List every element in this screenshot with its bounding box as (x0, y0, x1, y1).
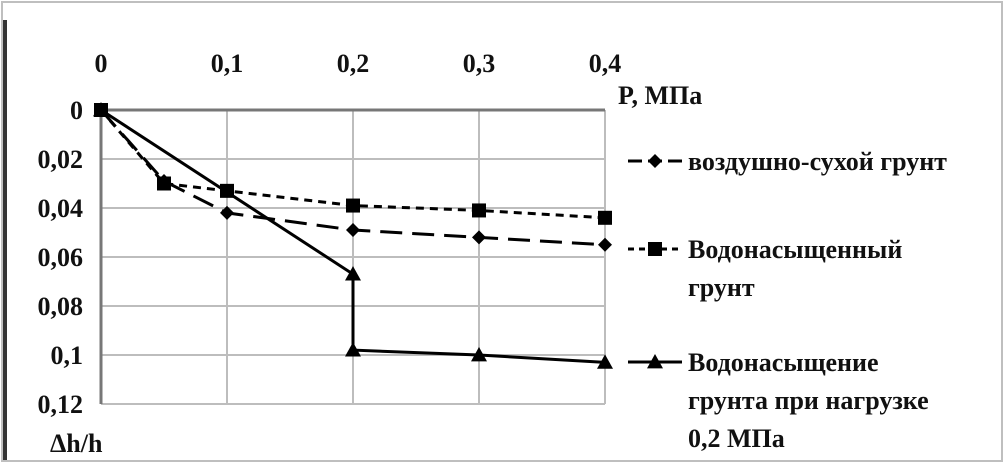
y-tick-label: 0,12 (38, 390, 84, 419)
y-tick-label: 0,04 (38, 194, 84, 223)
series-line (99, 109, 606, 220)
x-tick-label: 0 (95, 49, 108, 78)
series (93, 102, 613, 369)
legend-label: грунт (688, 273, 755, 302)
x-tick-labels: 0 0,1 0,2 0,3 0,4 (95, 49, 622, 78)
y-tick-label: 0,06 (38, 243, 84, 272)
data-point (471, 347, 487, 362)
legend-marker (648, 154, 662, 168)
data-point (598, 210, 612, 225)
x-tick-label: 0,1 (211, 49, 244, 78)
legend-item: воздушно-сухой грунт (628, 147, 947, 176)
legend-item: Водонасыщенный грунт (628, 235, 902, 302)
legend-label: грунта при нагрузке (688, 386, 929, 415)
data-point (220, 205, 234, 220)
data-point (472, 230, 486, 245)
y-tick-label: 0 (70, 96, 83, 125)
data-point (346, 198, 360, 213)
data-point (157, 176, 171, 191)
y-tick-label: 0,1 (51, 341, 84, 370)
legend-label: Водонасыщение (688, 348, 879, 377)
x-tick-label: 0,2 (337, 49, 370, 78)
data-point (345, 342, 361, 357)
legend-item: Водонасыщение грунта при нагрузке 0,2 МПа (628, 348, 929, 453)
legend-label: 0,2 МПа (688, 424, 785, 453)
data-point (598, 237, 612, 252)
series-line (99, 109, 606, 247)
y-tick-label: 0,02 (38, 145, 84, 174)
data-point (345, 266, 361, 281)
legend-label: воздушно-сухой грунт (688, 147, 947, 176)
data-point (346, 223, 360, 238)
y-tick-labels: 0 0,02 0,04 0,06 0,08 0,1 0,12 (38, 96, 84, 419)
data-point (597, 354, 613, 369)
axes (99, 108, 605, 404)
data-point (472, 203, 486, 218)
y-axis-title: Δh/h (50, 429, 103, 458)
legend-label: Водонасыщенный (688, 235, 902, 264)
y-tick-label: 0,08 (38, 292, 84, 321)
series-3 (93, 102, 613, 369)
legend-marker (648, 242, 662, 256)
x-tick-label: 0,4 (589, 49, 622, 78)
x-axis-title: P, МПа (618, 81, 702, 110)
x-tick-label: 0,3 (463, 49, 496, 78)
data-point (93, 102, 109, 117)
legend: воздушно-сухой грунтВодонасыщенныйгрунтВ… (628, 147, 947, 453)
legend-marker (647, 354, 663, 369)
